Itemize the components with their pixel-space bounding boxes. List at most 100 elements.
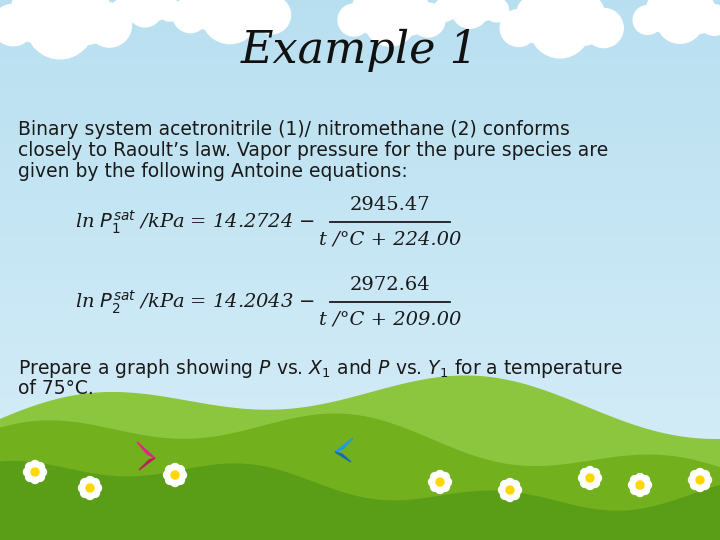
Circle shape — [86, 476, 94, 485]
Circle shape — [380, 0, 416, 24]
Circle shape — [500, 10, 537, 46]
Circle shape — [510, 490, 519, 500]
Circle shape — [510, 481, 519, 490]
Circle shape — [81, 489, 89, 497]
Circle shape — [549, 0, 590, 32]
Circle shape — [506, 486, 514, 494]
Polygon shape — [137, 442, 155, 458]
Circle shape — [701, 481, 709, 489]
Circle shape — [580, 469, 590, 477]
Circle shape — [25, 463, 35, 471]
Circle shape — [73, 0, 109, 25]
Circle shape — [590, 469, 600, 477]
Circle shape — [163, 470, 173, 480]
Circle shape — [144, 0, 171, 20]
Circle shape — [47, 0, 94, 30]
Polygon shape — [335, 438, 353, 452]
Circle shape — [78, 483, 88, 492]
Circle shape — [641, 485, 649, 495]
Circle shape — [586, 474, 594, 482]
Circle shape — [671, 0, 703, 24]
Circle shape — [696, 476, 704, 484]
Circle shape — [645, 0, 679, 32]
Circle shape — [498, 485, 508, 495]
Circle shape — [176, 465, 184, 475]
Circle shape — [463, 0, 488, 13]
Circle shape — [37, 468, 47, 476]
Circle shape — [129, 0, 151, 12]
Circle shape — [593, 474, 601, 483]
Circle shape — [202, 0, 258, 44]
Circle shape — [389, 0, 431, 35]
Text: t /°C + 209.00: t /°C + 209.00 — [319, 310, 462, 328]
Circle shape — [171, 463, 179, 472]
Circle shape — [500, 481, 510, 490]
Circle shape — [12, 0, 45, 24]
Circle shape — [443, 0, 469, 19]
Circle shape — [500, 490, 510, 500]
Circle shape — [35, 463, 45, 471]
Circle shape — [441, 472, 449, 482]
Circle shape — [703, 476, 711, 484]
Circle shape — [696, 483, 704, 491]
Circle shape — [178, 470, 186, 480]
Circle shape — [187, 0, 229, 29]
Circle shape — [128, 0, 162, 27]
Circle shape — [189, 0, 218, 14]
Circle shape — [431, 482, 439, 491]
Circle shape — [436, 484, 444, 494]
Circle shape — [24, 468, 32, 476]
Circle shape — [431, 472, 439, 482]
Circle shape — [91, 489, 99, 497]
Circle shape — [441, 482, 449, 491]
Circle shape — [559, 0, 607, 45]
Circle shape — [530, 0, 590, 58]
Circle shape — [633, 5, 662, 35]
Circle shape — [428, 477, 438, 487]
Circle shape — [364, 0, 416, 46]
Circle shape — [642, 481, 652, 489]
Text: given by the following Antoine equations:: given by the following Antoine equations… — [18, 162, 408, 181]
Text: 2945.47: 2945.47 — [350, 196, 431, 214]
Circle shape — [229, 0, 275, 31]
Circle shape — [636, 474, 644, 483]
Circle shape — [166, 465, 174, 475]
Circle shape — [647, 0, 670, 19]
Circle shape — [469, 0, 499, 21]
Circle shape — [631, 476, 639, 484]
Polygon shape — [0, 462, 720, 540]
Circle shape — [81, 478, 89, 488]
Circle shape — [699, 5, 720, 35]
Circle shape — [138, 0, 162, 12]
Circle shape — [219, 0, 258, 19]
Circle shape — [436, 470, 444, 480]
Polygon shape — [0, 376, 720, 540]
Circle shape — [452, 0, 477, 12]
Text: of 75°C.: of 75°C. — [18, 379, 94, 398]
Circle shape — [92, 483, 102, 492]
Text: 2972.64: 2972.64 — [350, 276, 431, 294]
Circle shape — [86, 484, 94, 492]
Circle shape — [679, 0, 717, 33]
Circle shape — [701, 470, 709, 480]
Circle shape — [485, 0, 508, 22]
Circle shape — [585, 481, 595, 489]
Circle shape — [87, 3, 132, 47]
Circle shape — [253, 0, 290, 33]
Polygon shape — [0, 414, 720, 540]
Text: closely to Raoult’s law. Vapor pressure for the pure species are: closely to Raoult’s law. Vapor pressure … — [18, 141, 608, 160]
Circle shape — [631, 485, 639, 495]
Circle shape — [59, 0, 113, 44]
Circle shape — [120, 0, 144, 18]
Circle shape — [171, 477, 179, 487]
Circle shape — [35, 472, 45, 482]
Circle shape — [452, 0, 488, 28]
Circle shape — [351, 0, 389, 33]
Circle shape — [580, 478, 590, 488]
Circle shape — [9, 0, 59, 42]
Circle shape — [353, 0, 379, 19]
Circle shape — [515, 0, 559, 43]
Circle shape — [629, 481, 637, 489]
Circle shape — [91, 478, 99, 488]
Circle shape — [444, 0, 462, 9]
